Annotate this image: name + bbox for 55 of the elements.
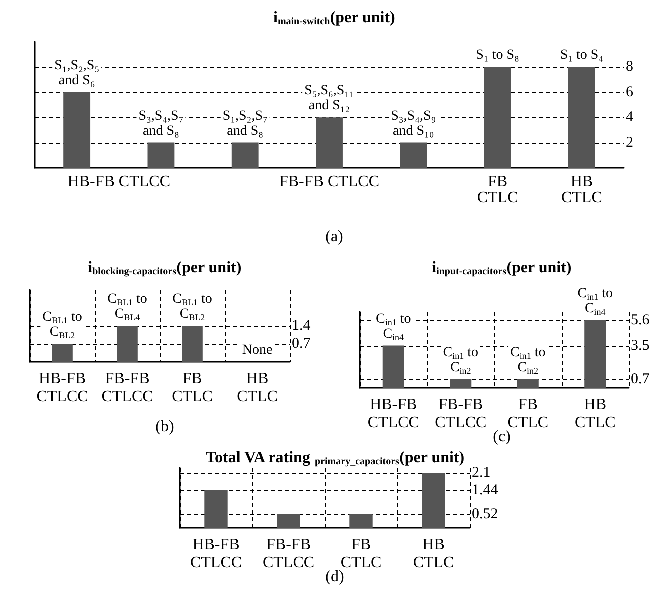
x-tick-label: FB-FB CTLCC (102, 370, 154, 406)
text: (b) (156, 418, 174, 436)
x-tick-label: HB CTLC (574, 396, 616, 432)
text: (d) (326, 568, 344, 586)
text: None (242, 343, 273, 358)
text: (c) (493, 428, 511, 446)
data-label: S₁ to S₈ (476, 48, 520, 64)
y-tick-label: 0.7 (292, 336, 312, 352)
data-label: S₁ to S₄ (560, 48, 604, 64)
y-tick-label: 0.7 (631, 372, 650, 388)
data-label: S₅,S₆,S₁₁ and S₁₂ (304, 84, 354, 114)
bar (350, 514, 373, 528)
text: (a) (326, 228, 344, 246)
y-tick-label: 2.1 (472, 465, 491, 482)
bar (568, 67, 596, 168)
y-tick-label: 6 (626, 84, 634, 100)
y-tick-label: 8 (626, 59, 634, 76)
y-tick-label: 1.44 (472, 482, 499, 498)
bar (277, 514, 300, 528)
text: FB-FB CTLCC (279, 174, 380, 190)
bar (316, 118, 343, 168)
bar (64, 92, 91, 168)
text: HB-FB CTLCC (68, 174, 170, 190)
y-tick-label: 0.52 (472, 506, 498, 522)
y-tick-label: 5.6 (631, 312, 650, 328)
data-label: S₃,S₄,S₇ and S₈ (138, 108, 184, 139)
text: FB CTLC (477, 174, 518, 206)
x-tick-label: HB-FB CTLCC (36, 370, 88, 406)
text: HB CTLC (561, 174, 602, 206)
data-label: S₁,S₂,S₅ and S₆ (54, 58, 100, 88)
x-tick-label: FB CTLC (172, 370, 213, 406)
bar (584, 320, 606, 388)
bar (148, 142, 175, 168)
x-tick-label: HB-FB CTLCC (190, 536, 242, 572)
bar (517, 380, 539, 388)
x-tick-label: HB-FB CTLCC (368, 396, 420, 432)
bar (400, 142, 428, 168)
bar (450, 380, 472, 388)
data-label: S₃,S₄,S₉ and S₁₀ (391, 108, 436, 139)
y-tick-label: 4 (626, 110, 634, 126)
y-tick-label: 2 (626, 134, 634, 151)
bar (204, 490, 228, 528)
x-tick-label: HB CTLC (237, 370, 278, 406)
x-tick-label: FB CTLC (508, 396, 549, 432)
bar (422, 473, 446, 528)
x-tick-label: FB-FB CTLCC (262, 536, 315, 572)
x-tick-label: FB-FB CTLCC (435, 396, 487, 432)
bar (382, 346, 404, 388)
bar (484, 67, 512, 168)
x-tick-label: HB CTLC (413, 536, 454, 572)
x-tick-label: FB CTLC (340, 536, 382, 572)
data-label: S₁,S₂,S₇ and S₈ (222, 108, 268, 139)
y-tick-label: 3.5 (631, 338, 650, 354)
bar (232, 142, 259, 168)
y-tick-label: 1.4 (292, 318, 312, 334)
